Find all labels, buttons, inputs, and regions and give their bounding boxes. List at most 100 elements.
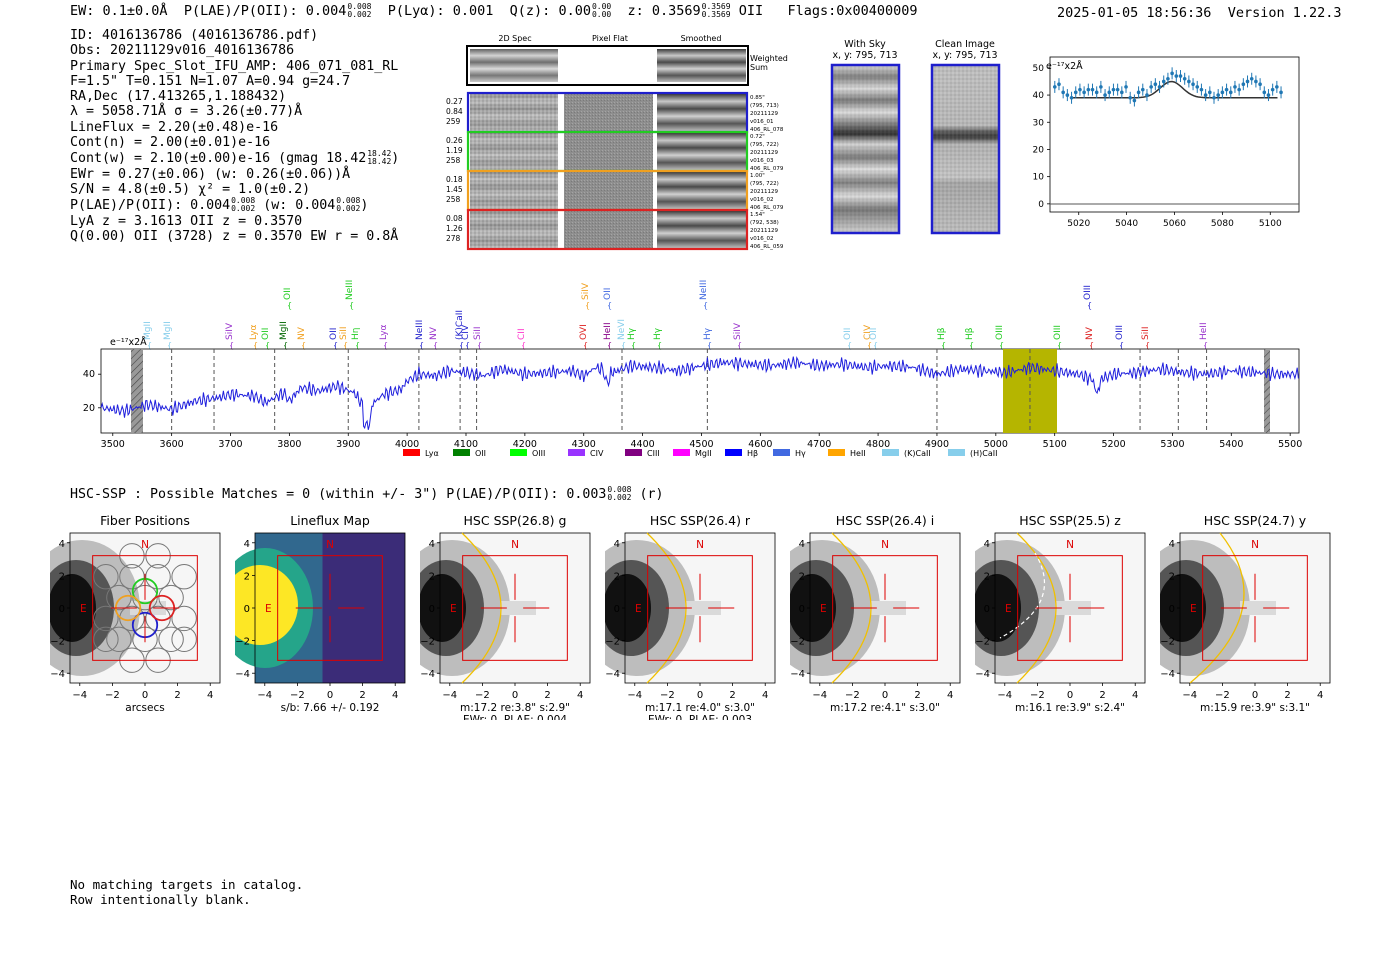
cutout-y-tick-label: 4 [614, 539, 620, 550]
row-note: 20211129 [750, 111, 778, 117]
zoom-point [1086, 87, 1091, 92]
emission-line-label: OIII [1115, 325, 1125, 340]
hatch-region-right [1264, 349, 1270, 433]
zoom-point [1174, 74, 1179, 78]
info-lya-oii: LyA z = 3.1613 OII z = 0.3570 [70, 213, 303, 229]
emission-line-brace: { [707, 341, 712, 350]
spectrum-x-tick-label: 5400 [1219, 439, 1243, 450]
cutout-y-tick-label: −2 [420, 637, 435, 648]
zoom-point [1245, 79, 1250, 84]
zoom-point [1275, 85, 1279, 89]
emission-line-label: OII [843, 328, 853, 340]
cutout-y-tick-label: 4 [1169, 539, 1175, 550]
zoom-point [1161, 79, 1166, 84]
zoom-point [1128, 95, 1133, 100]
cutout-x-tick-label: −4 [442, 690, 457, 701]
spectrum-y-tick-label: 20 [83, 403, 95, 414]
cutout-y-tick-label: 2 [984, 571, 990, 582]
emission-line-label: NeIII [699, 280, 709, 300]
z-header: z: 0.3569 [627, 3, 701, 19]
cutout-y-tick-label: −4 [1160, 669, 1175, 680]
cutout-caption: m:17.2 re:3.8" s:2.9" [460, 702, 570, 714]
row-smoothed [657, 211, 746, 248]
emission-line-label: NeIII [415, 320, 425, 340]
info-cont-w-row: Cont(w) = 2.10(±0.00)e-16 (gmag 18.4218.… [70, 149, 400, 167]
legend-label: Lyα [425, 449, 439, 458]
cutout-y-tick-label: −2 [50, 637, 65, 648]
emission-line-brace: { [631, 341, 636, 350]
east-label: E [820, 603, 827, 615]
row-stat: 0.26 [446, 136, 463, 145]
north-label: N [696, 539, 704, 551]
cutout-fiber-panel: Fiber Positions N E 4 2 0 −2 −4 −4 −2 0 2 4 arcsecs [50, 513, 221, 714]
weighted-sum-label-1: Weighted [750, 54, 788, 63]
row-note: 1.54" [750, 212, 765, 218]
with-sky-coords: x, y: 795, 713 [832, 50, 897, 61]
zoom-point [1208, 90, 1212, 95]
cutout-y-tick-label: 0 [614, 604, 620, 615]
cutout-x-tick-label: 4 [207, 690, 213, 701]
legend-label: (K)CaII [904, 449, 931, 458]
emission-line-brace: { [521, 341, 526, 350]
row-note: 406_RL_079 [750, 205, 784, 211]
cutout-x-tick-label: 2 [359, 690, 365, 701]
zoom-point [1124, 85, 1128, 89]
zoom-point [1153, 82, 1158, 86]
zoom-point [1082, 90, 1086, 95]
spectrum-y-tick-label: 40 [83, 369, 95, 380]
zoom-y-tick-label: 0 [1038, 200, 1044, 210]
zoom-point [1069, 95, 1074, 100]
spectrum-x-tick-label: 4400 [631, 439, 655, 450]
footer-line-1: No matching targets in catalog. [70, 877, 304, 892]
cutout-title: Lineflux Map [290, 513, 370, 528]
cutout-x-tick-label: −2 [290, 690, 305, 701]
info-radec: RA,Dec (17.413265,1.188432) [70, 89, 287, 105]
zoom-point [1140, 87, 1145, 92]
cutout-y-tick-label: 2 [1169, 571, 1175, 582]
cutout-title: Fiber Positions [100, 513, 190, 528]
emission-line-label: OII [329, 328, 339, 340]
north-label: N [881, 539, 889, 551]
emission-line-brace: { [585, 301, 590, 310]
emission-line-brace: { [657, 341, 662, 350]
cutout-y-tick-label: −2 [235, 637, 250, 648]
emission-line-brace: { [607, 301, 612, 310]
spectrum-x-tick-label: 4300 [572, 439, 596, 450]
row-pixelflat [564, 133, 653, 170]
cutout-caption-2: EWr: 0, PLAE: 0.004 [463, 714, 567, 720]
row-note: 0.72" [750, 134, 765, 140]
footer-line-2: Row intentionally blank. [70, 892, 251, 907]
emission-line-brace: { [229, 341, 234, 350]
zoom-point [1157, 85, 1162, 89]
row-pixelflat [564, 172, 653, 209]
emission-line-brace: { [1145, 341, 1150, 350]
east-label: E [635, 603, 642, 615]
clean-image-frame [930, 63, 1001, 235]
row-stat: 0.08 [446, 214, 463, 223]
emission-line-label: CIV [461, 324, 471, 340]
cutout-y-tick-label: 0 [59, 604, 65, 615]
faint-source [1055, 601, 1091, 615]
emission-line-brace: { [1057, 341, 1062, 350]
emission-line-brace: { [941, 341, 946, 350]
spectrum-x-tick-label: 4900 [925, 439, 949, 450]
emission-line-brace: { [969, 341, 974, 350]
row-note: 20211129 [750, 189, 778, 195]
spectrum-x-tick-label: 4600 [748, 439, 772, 450]
cutout-x-tick-label: −4 [997, 690, 1012, 701]
emission-line-label: OII [869, 328, 879, 340]
row-stat: 258 [446, 156, 461, 165]
zoom-x-tick-label: 5080 [1211, 219, 1234, 229]
cutout-caption: m:17.1 re:4.0" s:3.0" [645, 702, 755, 714]
cutout-x-tick-label: 4 [577, 690, 583, 701]
row-note: v016_02 [750, 236, 774, 242]
emission-line-brace: { [419, 341, 424, 350]
cutout-y-tick-label: −2 [790, 637, 805, 648]
weighted-sum-label-2: Sum [750, 63, 768, 72]
emission-line-brace: { [333, 341, 338, 350]
zoom-data-points [1052, 67, 1283, 107]
row-note: (795, 713) [750, 103, 779, 109]
zoom-y-tick-label: 50 [1033, 64, 1045, 74]
legend-label: HeII [850, 449, 866, 458]
zoom-chart-frame [1049, 56, 1300, 213]
